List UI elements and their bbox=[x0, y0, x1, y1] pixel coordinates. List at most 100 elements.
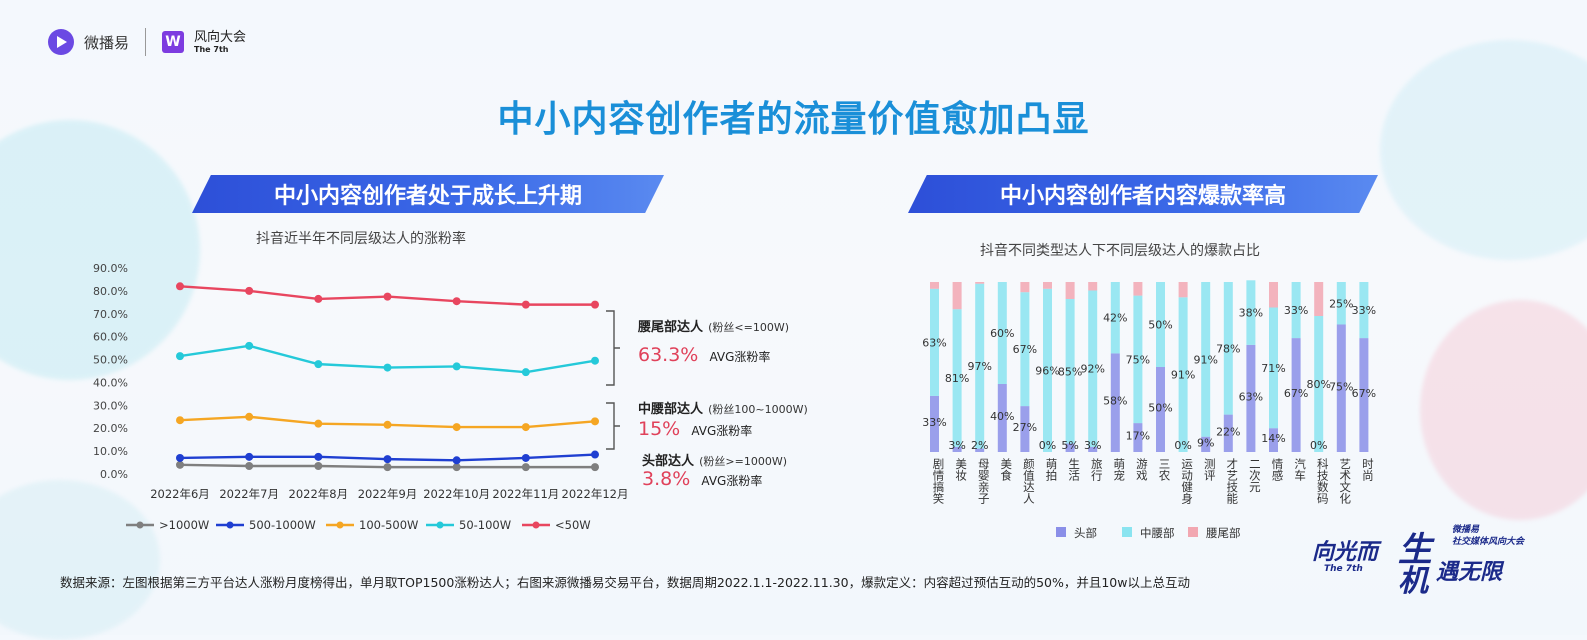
x-category-label: 美食 bbox=[999, 457, 1013, 482]
data-point bbox=[176, 352, 184, 361]
legend-label: 500-1000W bbox=[249, 518, 316, 532]
bar-segment bbox=[997, 282, 1007, 384]
logo-bar: 微播易 W 风向大会 The 7th bbox=[48, 28, 246, 56]
bar-segment bbox=[1178, 282, 1188, 298]
x-category-label: 母婴亲子 bbox=[977, 458, 991, 504]
data-label-mid: 97% bbox=[967, 360, 991, 373]
data-label-head: 58% bbox=[1103, 395, 1127, 408]
legend-swatch bbox=[1056, 527, 1066, 537]
bar-segment bbox=[997, 384, 1007, 452]
x-tick-label: 2022年10月 bbox=[423, 487, 490, 501]
bar-segment bbox=[1133, 295, 1143, 424]
data-point bbox=[245, 286, 254, 295]
bar-segment bbox=[1269, 307, 1278, 429]
x-category-label: 才艺技能 bbox=[1225, 457, 1239, 505]
x-category-label: 游戏 bbox=[1135, 458, 1149, 482]
x-category-label: 旅行 bbox=[1090, 457, 1104, 482]
background-decoration bbox=[0, 480, 160, 640]
data-point bbox=[591, 356, 599, 365]
data-point bbox=[245, 452, 254, 461]
data-point bbox=[176, 460, 184, 469]
data-point bbox=[591, 417, 599, 426]
bar-segment bbox=[1314, 282, 1324, 316]
bar-segment bbox=[1291, 282, 1301, 339]
badge-small2: 社交媒体风向大会 bbox=[1452, 537, 1525, 547]
bracket-2 bbox=[606, 402, 620, 450]
annotation-fans: (粉丝100~1000W) bbox=[708, 403, 808, 416]
right-banner: 中小内容创作者内容爆款率高 bbox=[908, 175, 1378, 213]
bar-segment bbox=[952, 446, 962, 452]
bar-segment bbox=[975, 283, 985, 449]
data-point bbox=[591, 450, 599, 459]
bar-segment bbox=[1359, 338, 1369, 452]
data-label-mid: 71% bbox=[1261, 362, 1285, 375]
data-point bbox=[383, 463, 392, 472]
footer-note: 数据来源：左图根据第三方平台达人涨粉月度榜得出，单月取TOP1500涨粉达人；右… bbox=[60, 575, 1190, 590]
data-label-mid: 75% bbox=[1126, 353, 1150, 366]
y-tick-label: 60.0% bbox=[93, 331, 128, 344]
data-label-mid: 92% bbox=[1080, 363, 1104, 376]
data-point bbox=[314, 360, 323, 369]
bar-segment bbox=[1110, 353, 1120, 452]
bar-segment bbox=[1020, 292, 1030, 407]
annotation-fans: (粉丝<=100W) bbox=[708, 321, 789, 334]
data-label-mid: 91% bbox=[1171, 369, 1195, 382]
legend-swatch bbox=[1188, 527, 1198, 537]
annotation-fans: (粉丝>=1000W) bbox=[699, 455, 787, 468]
x-category-label: 科技数码 bbox=[1316, 457, 1330, 505]
bar-segment bbox=[1065, 443, 1075, 452]
data-label-mid: 81% bbox=[945, 372, 969, 385]
bar-segment bbox=[1043, 288, 1052, 452]
x-tick-label: 2022年8月 bbox=[289, 487, 349, 501]
annotation-name: 中腰部达人 bbox=[638, 402, 704, 417]
x-tick-label: 2022年11月 bbox=[492, 487, 559, 501]
bar-segment bbox=[930, 395, 939, 452]
data-label-head: 9% bbox=[1197, 436, 1214, 449]
legend-label: 50-100W bbox=[459, 518, 511, 532]
x-tick-label: 2022年7月 bbox=[219, 487, 279, 501]
data-point bbox=[383, 455, 392, 464]
y-tick-label: 70.0% bbox=[93, 308, 128, 321]
data-label-head: 63% bbox=[1239, 390, 1263, 403]
annotation-name: 腰尾部达人 bbox=[638, 320, 704, 335]
page-title: 中小内容创作者的流量价值愈加凸显 bbox=[497, 99, 1090, 140]
background-decoration bbox=[0, 120, 200, 380]
data-label-head: 17% bbox=[1126, 430, 1150, 443]
legend-swatch-marker bbox=[226, 521, 234, 529]
legend-swatch-marker bbox=[532, 521, 540, 529]
bar-segment bbox=[1065, 282, 1075, 299]
bar-segment bbox=[1246, 344, 1256, 452]
background-decoration bbox=[1420, 300, 1587, 520]
bar-segment bbox=[1065, 299, 1075, 444]
annotation-mid-value: 15% AVG涨粉率 bbox=[638, 418, 752, 440]
data-label-head: 0% bbox=[1310, 439, 1327, 452]
x-category-label: 三农 bbox=[1158, 458, 1172, 482]
data-point bbox=[314, 294, 323, 303]
data-label-mid: 80% bbox=[1306, 378, 1330, 391]
data-point bbox=[591, 300, 599, 309]
bar-segment bbox=[1201, 282, 1211, 437]
legend-swatch-marker bbox=[336, 521, 344, 529]
data-label-head: 67% bbox=[1284, 387, 1308, 400]
data-label-head: 5% bbox=[1061, 439, 1078, 452]
x-category-label: 测评 bbox=[1203, 458, 1217, 482]
bar-segment bbox=[1020, 282, 1030, 293]
legend-swatch bbox=[1122, 527, 1132, 537]
stacked-bar-chart: 剧情搞笑 美妆 母婴亲子 美食 颜值达人 萌拍 生活 旅行 萌宠 游戏 三农 运动健身 测评 才艺技能 二次… bbox=[922, 280, 1376, 540]
weiboyi-logo-text: 微播易 bbox=[84, 33, 130, 52]
bar-segment bbox=[1043, 282, 1052, 289]
x-category-label: 情感 bbox=[1271, 458, 1285, 481]
data-label-mid: 63% bbox=[922, 336, 946, 349]
data-point bbox=[383, 363, 392, 372]
bar-segment bbox=[1314, 316, 1324, 452]
x-tick-label: 2022年6月 bbox=[150, 487, 210, 501]
annotation-pct: 63.3% bbox=[638, 344, 699, 366]
annotation-mid: 中腰部达人 (粉丝100~1000W) bbox=[638, 398, 808, 417]
bar-segment bbox=[1336, 324, 1346, 452]
data-label-head: 33% bbox=[922, 416, 946, 429]
fengxiang-logo-icon: W bbox=[162, 31, 185, 53]
x-category-label: 运动健身 bbox=[1180, 458, 1194, 505]
left-chart-subtitle: 抖音近半年不同层级达人的涨粉率 bbox=[256, 231, 466, 247]
data-label-head: 14% bbox=[1261, 432, 1285, 445]
data-label-mid: 67% bbox=[1013, 343, 1037, 356]
